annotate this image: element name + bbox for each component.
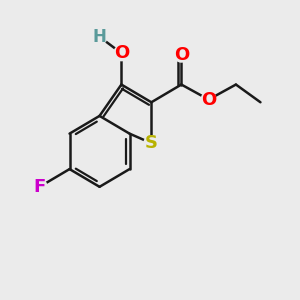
Text: F: F [33,178,46,196]
Circle shape [113,45,130,62]
Text: O: O [174,46,189,64]
Circle shape [200,92,217,108]
Circle shape [32,178,48,195]
Text: O: O [201,91,216,109]
Circle shape [173,46,190,63]
Text: H: H [93,28,106,46]
Text: O: O [114,44,129,62]
Text: S: S [145,134,158,152]
Circle shape [143,135,160,152]
Circle shape [92,28,108,45]
